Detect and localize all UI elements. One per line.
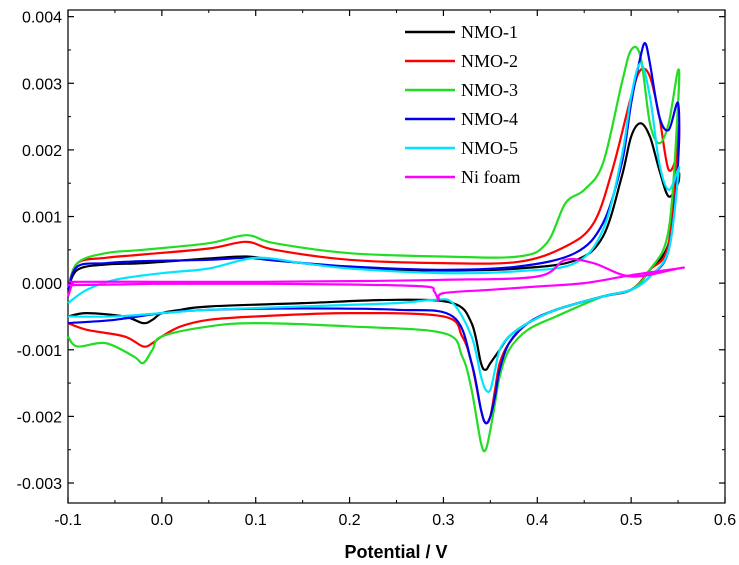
series-group xyxy=(66,42,686,453)
x-tick-label: 0.4 xyxy=(526,512,548,529)
y-tick-label: -0.001 xyxy=(17,343,62,360)
series-line-nmo-1 xyxy=(66,122,681,371)
x-tick-label: 0.2 xyxy=(338,512,360,529)
legend-label: NMO-2 xyxy=(461,51,518,71)
y-tick-label: 0.001 xyxy=(22,210,62,227)
axis-ticks: -0.1 0.0 0.1 0.2 0.3 0.4 0.5 0.6 -0.003 -0.002 -0.… xyxy=(17,10,737,529)
legend-label: NMO-4 xyxy=(461,109,518,129)
x-tick-label: 0.3 xyxy=(432,512,454,529)
legend: NMO-1 NMO-2 NMO-3 NMO-4 NMO-5 Ni foam xyxy=(405,22,520,187)
y-tick-label: 0.004 xyxy=(22,10,62,27)
y-tick-label: 0.003 xyxy=(22,76,62,93)
y-tick-label: 0.002 xyxy=(22,143,62,160)
x-axis-title: Potential / V xyxy=(344,542,447,562)
series-line-nmo-4 xyxy=(66,42,681,425)
series-line-nmo-5 xyxy=(67,62,681,393)
series-line-ni-foam xyxy=(66,257,686,301)
x-tick-label: -0.1 xyxy=(54,512,82,529)
y-tick-label: -0.002 xyxy=(17,409,62,426)
series-line-nmo-3 xyxy=(66,45,681,453)
y-tick-label: -0.003 xyxy=(17,476,62,493)
legend-label: Ni foam xyxy=(461,167,520,187)
x-tick-label: 0.5 xyxy=(620,512,642,529)
legend-label: NMO-3 xyxy=(461,80,518,100)
x-tick-label: 0.0 xyxy=(151,512,173,529)
plot-frame xyxy=(67,9,726,504)
x-tick-label: 0.1 xyxy=(245,512,267,529)
legend-label: NMO-5 xyxy=(461,138,518,158)
y-tick-label: 0.000 xyxy=(22,276,62,293)
legend-label: NMO-1 xyxy=(461,22,518,42)
x-tick-label: 0.6 xyxy=(714,512,736,529)
